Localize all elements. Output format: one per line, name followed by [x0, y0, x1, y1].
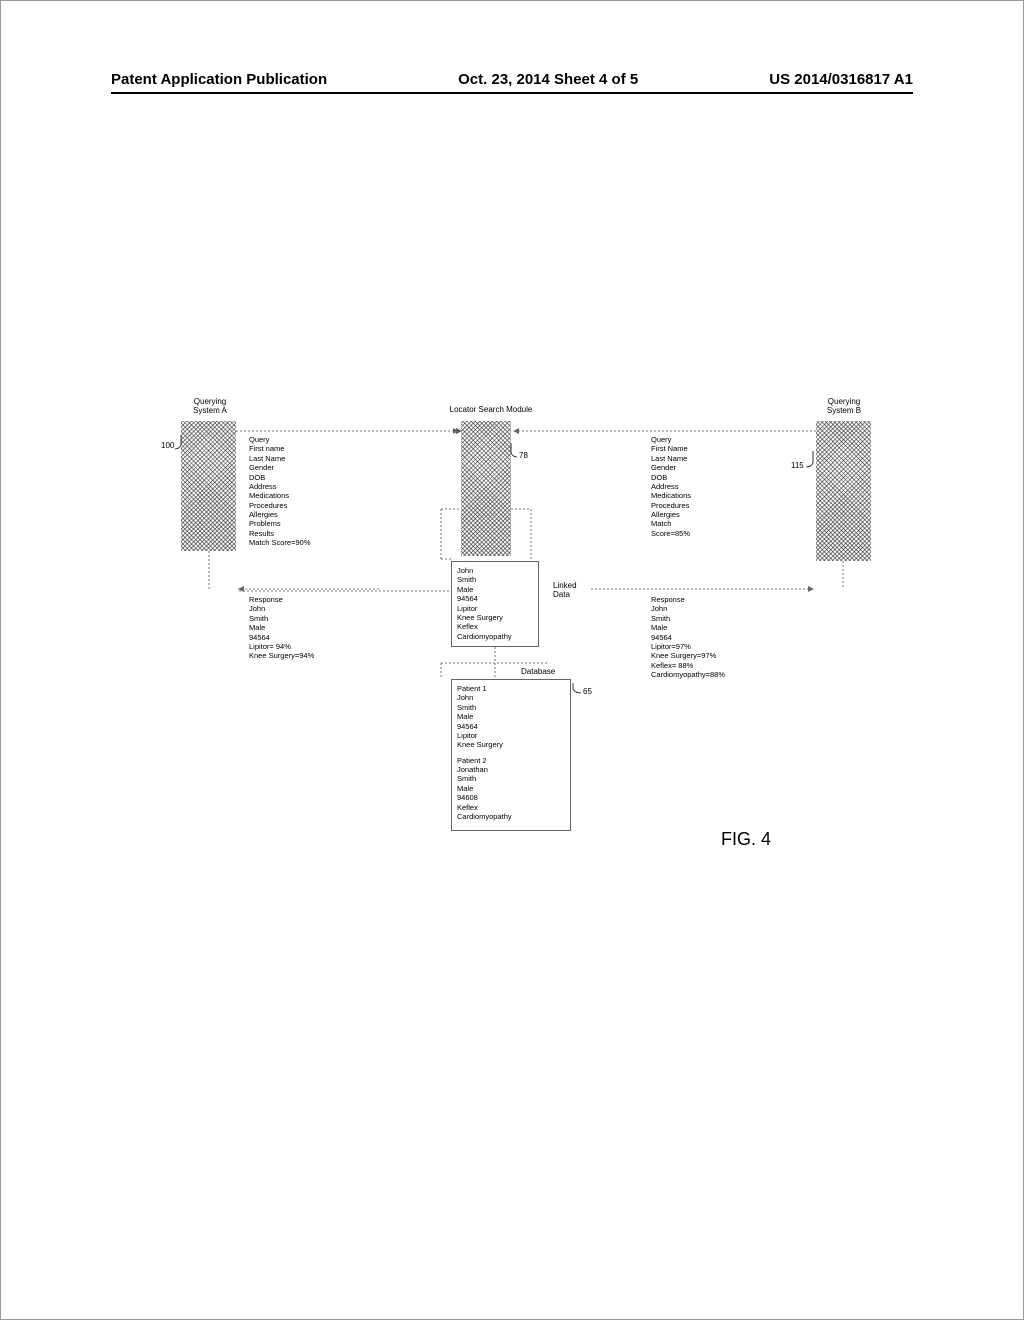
response-b-text: Response John Smith Male 94564 Lipitor=9…: [651, 595, 811, 679]
figure-label: FIG. 4: [721, 829, 771, 850]
response-a-line-1: Smith: [249, 614, 389, 623]
query-b-line-4: Address: [651, 482, 791, 491]
query-a-line-8: Problems: [249, 519, 379, 528]
db-p2-2: Male: [457, 784, 565, 793]
db-p1-4: Lipitor: [457, 731, 565, 740]
query-a-line-6: Procedures: [249, 501, 379, 510]
linked-line-4: Lipitor: [457, 604, 533, 613]
ref-78: 78: [519, 451, 528, 460]
query-b-line-1: Last Name: [651, 454, 791, 463]
response-b-line-2: Male: [651, 623, 811, 632]
db-p2-5: Cardiomyopathy: [457, 812, 565, 821]
database-box: Patient 1 John Smith Male 94564 Lipitor …: [451, 679, 571, 831]
query-b-line-2: Gender: [651, 463, 791, 472]
diagram-area: Querying System A Locator Search Module …: [161, 391, 881, 861]
response-a-line-3: 94564: [249, 633, 389, 642]
response-a-line-5: Knee Surgery=94%: [249, 651, 389, 660]
linked-line-7: Cardiomyopathy: [457, 632, 533, 641]
query-b-line-0: First Name: [651, 444, 791, 453]
linked-line-2: Male: [457, 585, 533, 594]
title-querying-b: Querying System B: [809, 397, 879, 415]
linked-data-box: John Smith Male 94564 Lipitor Knee Surge…: [451, 561, 539, 647]
response-b-line-5: Knee Surgery=97%: [651, 651, 811, 660]
query-a-title: Query: [249, 435, 379, 444]
response-a-title: Response: [249, 595, 389, 604]
page: Patent Application Publication Oct. 23, …: [0, 0, 1024, 1320]
response-b-line-6: Keflex= 88%: [651, 661, 811, 670]
page-header: Patent Application Publication Oct. 23, …: [111, 71, 913, 94]
query-b-line-7: Allergies: [651, 510, 791, 519]
query-b-line-6: Procedures: [651, 501, 791, 510]
linked-line-1: Smith: [457, 575, 533, 584]
linked-line-3: 94564: [457, 594, 533, 603]
query-a-line-0: First name: [249, 444, 379, 453]
block-locator-module: [461, 421, 511, 556]
db-p1-2: Male: [457, 712, 565, 721]
query-a-text: Query First name Last Name Gender DOB Ad…: [249, 435, 379, 548]
query-b-line-8: Match: [651, 519, 791, 528]
query-a-line-4: Address: [249, 482, 379, 491]
db-p2-title: Patient 2: [457, 756, 565, 765]
database-label: Database: [521, 667, 555, 676]
query-b-line-3: DOB: [651, 473, 791, 482]
db-p1-1: Smith: [457, 703, 565, 712]
query-b-line-9: Score=85%: [651, 529, 791, 538]
db-p2-3: 94608: [457, 793, 565, 802]
db-p2-1: Smith: [457, 774, 565, 783]
response-b-line-3: 94564: [651, 633, 811, 642]
response-a-line-0: John: [249, 604, 389, 613]
query-a-line-7: Allergies: [249, 510, 379, 519]
response-b-line-4: Lipitor=97%: [651, 642, 811, 651]
query-a-line-10: Match Score=90%: [249, 538, 379, 547]
title-locator: Locator Search Module: [436, 405, 546, 414]
linked-line-6: Keflex: [457, 622, 533, 631]
response-b-line-1: Smith: [651, 614, 811, 623]
query-b-line-5: Medications: [651, 491, 791, 500]
ref-65: 65: [583, 687, 592, 696]
ref-100: 100: [161, 441, 174, 450]
response-a-line-2: Male: [249, 623, 389, 632]
query-a-line-9: Results: [249, 529, 379, 538]
db-p1-3: 94564: [457, 722, 565, 731]
db-p2-4: Keflex: [457, 803, 565, 812]
response-a-line-4: Lipitor= 94%: [249, 642, 389, 651]
response-b-line-0: John: [651, 604, 811, 613]
block-querying-system-a: [181, 421, 236, 551]
db-p1-0: John: [457, 693, 565, 702]
linked-line-0: John: [457, 566, 533, 575]
ref-115: 115: [791, 461, 804, 470]
query-a-line-1: Last Name: [249, 454, 379, 463]
linked-data-label: Linked Data: [553, 581, 577, 599]
query-b-title: Query: [651, 435, 791, 444]
query-a-line-2: Gender: [249, 463, 379, 472]
header-right: US 2014/0316817 A1: [769, 71, 913, 88]
header-left: Patent Application Publication: [111, 71, 327, 88]
block-querying-system-b: [816, 421, 871, 561]
query-b-text: Query First Name Last Name Gender DOB Ad…: [651, 435, 791, 538]
query-a-line-5: Medications: [249, 491, 379, 500]
query-a-line-3: DOB: [249, 473, 379, 482]
response-b-line-7: Cardiomyopathy=88%: [651, 670, 811, 679]
db-p1-5: Knee Surgery: [457, 740, 565, 749]
response-a-text: Response John Smith Male 94564 Lipitor= …: [249, 595, 389, 661]
db-p2-0: Jonathan: [457, 765, 565, 774]
header-center: Oct. 23, 2014 Sheet 4 of 5: [458, 71, 638, 88]
linked-line-5: Knee Surgery: [457, 613, 533, 622]
title-querying-a: Querying System A: [175, 397, 245, 415]
db-p1-title: Patient 1: [457, 684, 565, 693]
response-b-title: Response: [651, 595, 811, 604]
